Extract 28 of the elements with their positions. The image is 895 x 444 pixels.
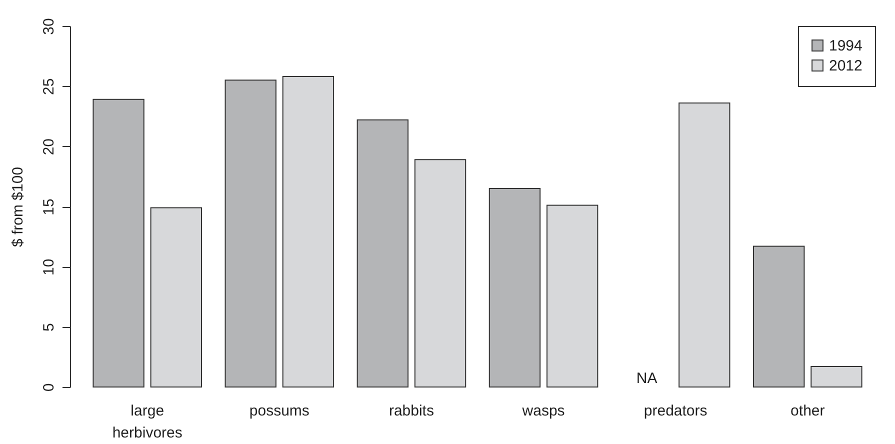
- bar: [414, 159, 466, 388]
- bar: [810, 366, 862, 388]
- bar: [753, 246, 805, 388]
- y-tick-label: 5: [40, 323, 58, 332]
- y-axis-title: $ from $100: [10, 166, 26, 248]
- bar: [282, 76, 334, 388]
- bar: [488, 188, 541, 388]
- legend-label: 1994: [829, 38, 862, 54]
- y-tick-label: 10: [40, 258, 58, 276]
- bar: [92, 98, 144, 388]
- y-tick-label: 20: [40, 138, 58, 156]
- x-tick-label: possums: [249, 402, 310, 420]
- bar: [356, 119, 409, 388]
- y-tick-label: 0: [40, 383, 58, 392]
- bar: [224, 80, 276, 388]
- x-tick-label: large herbivores: [112, 402, 182, 442]
- y-tick-label: 15: [40, 198, 58, 216]
- x-tick-label: wasps: [521, 402, 565, 420]
- x-tick-label: rabbits: [388, 402, 434, 420]
- bar: [546, 204, 598, 388]
- y-tick-label: 25: [40, 78, 58, 96]
- legend-label: 2012: [829, 58, 862, 74]
- annotation: NA: [636, 370, 658, 387]
- bar: [678, 102, 730, 388]
- x-tick-label: other: [790, 402, 825, 420]
- y-tick-label: 30: [40, 18, 58, 35]
- x-tick-label: predators: [644, 402, 708, 420]
- bar: [150, 207, 202, 388]
